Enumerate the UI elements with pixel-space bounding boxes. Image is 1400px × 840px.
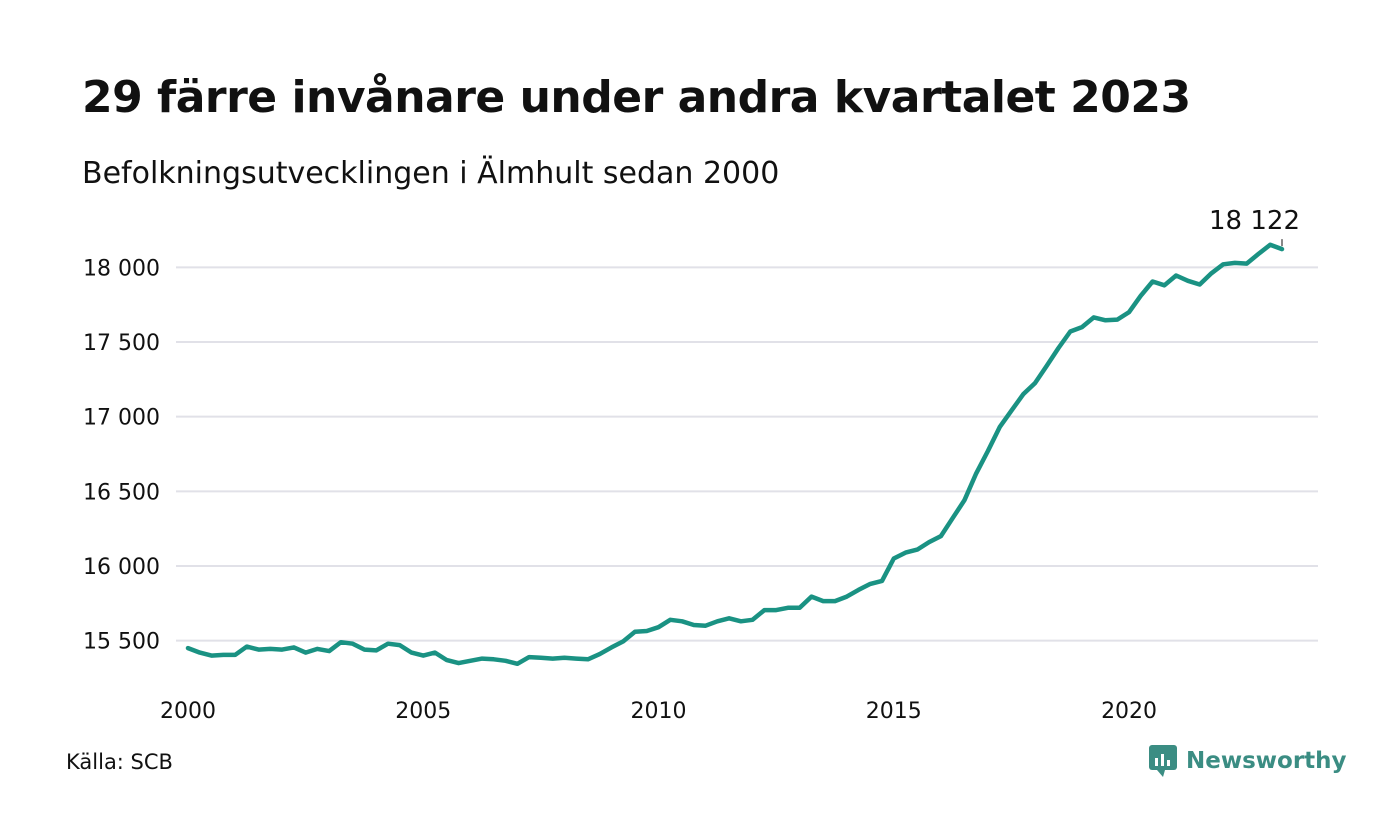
grid-lines: [176, 266, 1318, 642]
source-note: Källa: SCB: [66, 750, 173, 774]
y-tick-label: 18 000: [83, 256, 160, 281]
x-tick-label: 2000: [160, 699, 216, 724]
series-line: [185, 242, 1285, 667]
x-tick-label: 2020: [1101, 699, 1157, 724]
y-axis-ticks: 15 500 16 000 16 500 17 000 17 500 18 000: [83, 256, 160, 654]
brand-name: Newsworthy: [1186, 748, 1347, 774]
chart-subtitle: Befolkningsutvecklingen i Älmhult sedan …: [82, 156, 780, 191]
series-layer: [185, 242, 1285, 667]
annotation-layer: 18 122: [1209, 206, 1300, 247]
y-tick-label: 15 500: [83, 630, 160, 655]
y-tick-label: 17 000: [83, 406, 160, 431]
x-tick-label: 2005: [395, 699, 451, 724]
x-axis-ticks: 2000 2005 2010 2015 2020: [160, 699, 1157, 724]
last-value-label: 18 122: [1209, 206, 1300, 236]
y-tick-label: 16 500: [83, 480, 160, 505]
newsworthy-logo-icon: [1149, 745, 1177, 777]
x-tick-label: 2015: [866, 699, 922, 724]
y-tick-label: 16 000: [83, 555, 160, 580]
chart-title: 29 färre invånare under andra kvartalet …: [82, 72, 1191, 123]
x-tick-label: 2010: [631, 699, 687, 724]
brand-logo[interactable]: Newsworthy: [1148, 744, 1347, 778]
y-tick-label: 17 500: [83, 331, 160, 356]
